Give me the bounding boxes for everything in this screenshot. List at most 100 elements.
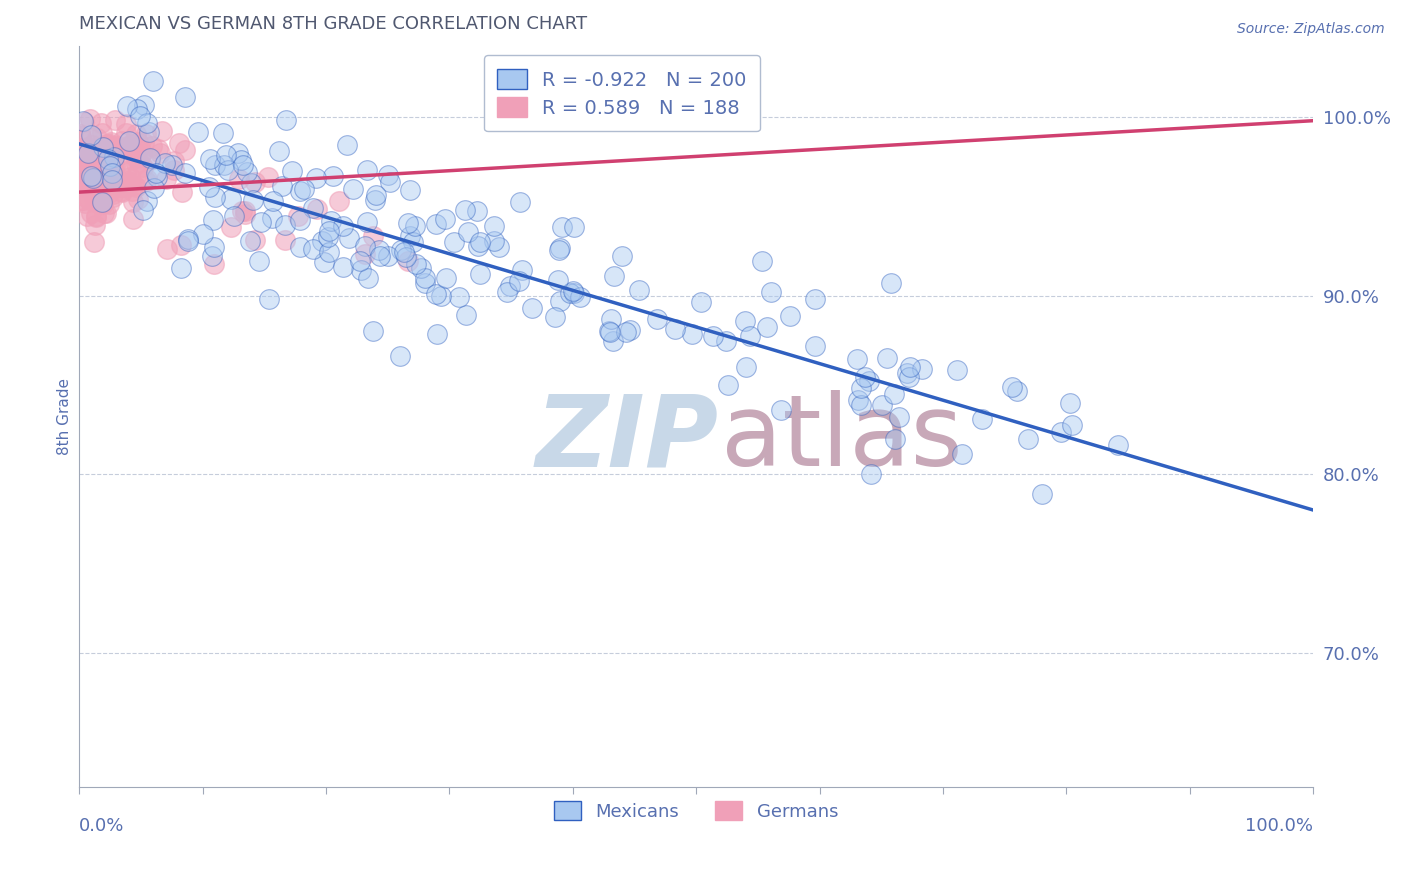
Point: [870, 398, 893, 412]
Point: [70, 193, 93, 207]
Point: [364, 194, 387, 208]
Y-axis label: 8th Grade: 8th Grade: [58, 378, 72, 455]
Point: [242, 193, 264, 207]
Point: [395, 251, 418, 265]
Text: MEXICAN VS GERMAN 8TH GRADE CORRELATION CHART: MEXICAN VS GERMAN 8TH GRADE CORRELATION …: [79, 15, 588, 33]
Point: [425, 287, 447, 301]
Point: [138, 125, 160, 139]
Point: [853, 370, 876, 384]
Point: [202, 257, 225, 271]
Point: [202, 240, 225, 254]
Point: [233, 207, 256, 221]
Point: [150, 124, 173, 138]
Point: [86, 178, 108, 193]
Point: [132, 98, 155, 112]
Point: [76, 178, 98, 192]
Point: [377, 249, 399, 263]
Point: [118, 134, 141, 148]
Point: [262, 211, 284, 225]
Point: [740, 328, 762, 343]
Point: [322, 169, 344, 183]
Point: [602, 334, 624, 348]
Point: [380, 175, 402, 189]
Point: [118, 139, 141, 153]
Point: [364, 187, 387, 202]
Point: [84, 160, 107, 174]
Point: [79, 176, 101, 190]
Point: [354, 247, 377, 261]
Point: [187, 125, 209, 139]
Point: [898, 360, 921, 375]
Point: [734, 314, 756, 328]
Point: [368, 249, 391, 263]
Point: [76, 210, 98, 224]
Point: [111, 134, 134, 148]
Point: [367, 243, 389, 257]
Point: [177, 234, 200, 248]
Point: [80, 144, 103, 158]
Point: [226, 145, 249, 160]
Point: [598, 324, 620, 338]
Point: [201, 213, 224, 227]
Point: [104, 113, 127, 128]
Point: [115, 174, 138, 188]
Point: [851, 382, 873, 396]
Point: [846, 393, 869, 408]
Point: [911, 362, 934, 376]
Point: [219, 193, 242, 207]
Point: [239, 176, 262, 190]
Point: [79, 171, 101, 186]
Point: [69, 129, 91, 144]
Point: [482, 234, 505, 248]
Point: [69, 160, 91, 174]
Point: [271, 179, 294, 194]
Point: [103, 190, 125, 204]
Text: Source: ZipAtlas.com: Source: ZipAtlas.com: [1237, 22, 1385, 37]
Point: [946, 362, 969, 376]
Point: [80, 178, 103, 193]
Point: [172, 186, 194, 200]
Point: [337, 231, 360, 245]
Point: [851, 398, 873, 412]
Point: [467, 238, 489, 252]
Point: [443, 235, 465, 250]
Point: [562, 284, 585, 298]
Text: 0.0%: 0.0%: [79, 816, 125, 835]
Point: [91, 197, 114, 211]
Point: [276, 112, 298, 127]
Point: [79, 112, 101, 126]
Point: [425, 217, 447, 231]
Point: [76, 171, 98, 186]
Point: [125, 157, 148, 171]
Point: [354, 239, 377, 253]
Point: [399, 229, 422, 244]
Point: [273, 233, 295, 247]
Point: [97, 186, 120, 200]
Point: [100, 150, 122, 164]
Point: [499, 279, 522, 293]
Point: [75, 169, 97, 184]
Point: [70, 177, 93, 191]
Point: [105, 143, 128, 157]
Point: [120, 137, 142, 152]
Point: [79, 168, 101, 182]
Point: [97, 197, 120, 211]
Point: [80, 168, 103, 182]
Point: [153, 156, 176, 170]
Point: [75, 159, 97, 173]
Point: [550, 241, 572, 255]
Point: [377, 168, 399, 182]
Point: [131, 145, 153, 160]
Point: [79, 172, 101, 186]
Point: [111, 185, 134, 199]
Point: [880, 276, 903, 290]
Point: [290, 240, 312, 254]
Point: [332, 260, 354, 275]
Point: [970, 412, 993, 426]
Point: [94, 206, 117, 220]
Point: [82, 170, 104, 185]
Point: [107, 143, 129, 157]
Point: [121, 195, 143, 210]
Point: [104, 140, 127, 154]
Point: [108, 175, 131, 189]
